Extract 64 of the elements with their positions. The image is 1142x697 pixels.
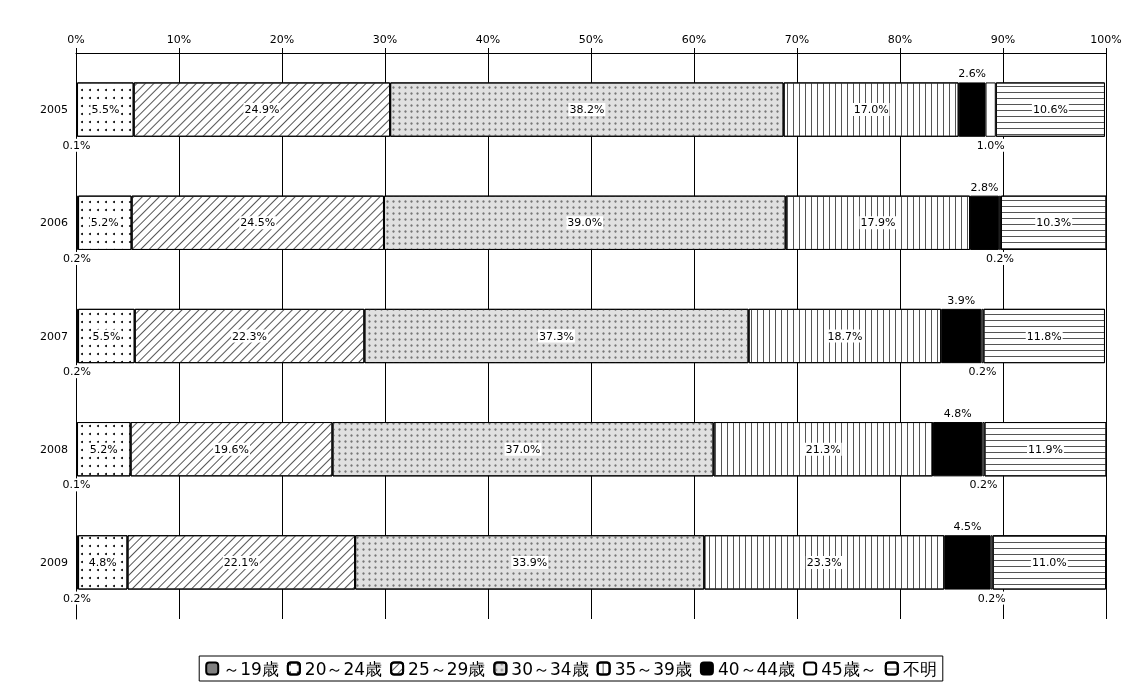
data-label: 21.3% — [805, 442, 841, 456]
legend-label: 40～44歳 — [717, 658, 796, 679]
data-label: 5.2% — [89, 442, 118, 456]
y-tick-label: 2007 — [40, 329, 68, 343]
data-label: 11.0% — [1031, 555, 1067, 569]
data-label: 0.2% — [969, 478, 998, 492]
data-label: 0.2% — [985, 251, 1014, 265]
data-label: 0.2% — [63, 365, 92, 379]
x-tick-label: 80% — [887, 33, 913, 46]
data-label: 10.3% — [1036, 216, 1072, 230]
legend-label: 45歳～ — [821, 658, 877, 679]
y-tick-label: 2005 — [40, 103, 68, 117]
data-label: 0.2% — [63, 251, 92, 265]
y-tick-label: 2006 — [40, 216, 68, 230]
data-label: 0.1% — [62, 478, 91, 492]
data-label: 17.9% — [860, 216, 896, 230]
y-tick-label: 2008 — [40, 442, 68, 456]
data-label: 11.9% — [1028, 442, 1063, 456]
x-tick-label: 90% — [990, 33, 1016, 46]
x-tick-label: 0% — [67, 33, 85, 46]
data-label: 22.3% — [232, 329, 268, 343]
data-label: 3.9% — [947, 293, 976, 307]
legend-label: 30～34歳 — [511, 658, 589, 679]
data-label: 39.0% — [567, 216, 603, 230]
x-tick-label: 30% — [372, 33, 398, 46]
legend-label: 25～29歳 — [408, 658, 486, 679]
data-label: 5.2% — [90, 216, 119, 230]
data-label: 19.6% — [214, 442, 250, 456]
legend-label: 20～24歳 — [304, 658, 383, 679]
x-tick-label: 50% — [578, 33, 604, 46]
legend-label: ～19歳 — [223, 658, 279, 679]
data-label: 38.2% — [569, 103, 605, 117]
data-label: 4.8% — [943, 407, 972, 421]
data-label: 0.1% — [62, 138, 91, 152]
legend-label: 不明 — [902, 658, 937, 679]
data-label: 0.2% — [63, 591, 92, 605]
data-label: 37.3% — [539, 329, 574, 343]
data-label: 23.3% — [806, 555, 842, 569]
x-tick-label: 40% — [475, 33, 501, 46]
x-tick-label: 10% — [166, 33, 192, 46]
data-label: 17.0% — [853, 103, 889, 117]
data-label: 2.6% — [958, 67, 987, 81]
legend-label: 35～39歳 — [614, 658, 692, 679]
x-tick-label: 70% — [784, 33, 810, 46]
data-label: 33.9% — [512, 555, 548, 569]
data-label: 24.5% — [240, 216, 276, 230]
data-label: 5.5% — [92, 329, 121, 343]
data-label: 18.7% — [827, 329, 863, 343]
data-label: 2.8% — [970, 180, 999, 194]
data-label: 4.5% — [953, 520, 982, 534]
x-tick-label: 100% — [1090, 33, 1122, 46]
x-tick-label: 60% — [681, 33, 707, 46]
data-label: 0.2% — [977, 591, 1006, 605]
y-tick-label: 2009 — [40, 555, 68, 569]
data-label: 11.8% — [1026, 329, 1062, 343]
data-label: 22.1% — [223, 555, 259, 569]
data-label: 4.8% — [88, 555, 117, 569]
data-label: 5.5% — [91, 103, 120, 117]
data-label: 10.6% — [1032, 103, 1068, 117]
data-label: 0.2% — [968, 365, 997, 379]
data-label: 24.9% — [244, 103, 280, 117]
data-label: 1.0% — [976, 138, 1005, 152]
data-label: 37.0% — [505, 442, 541, 456]
x-tick-label: 20% — [269, 33, 295, 46]
